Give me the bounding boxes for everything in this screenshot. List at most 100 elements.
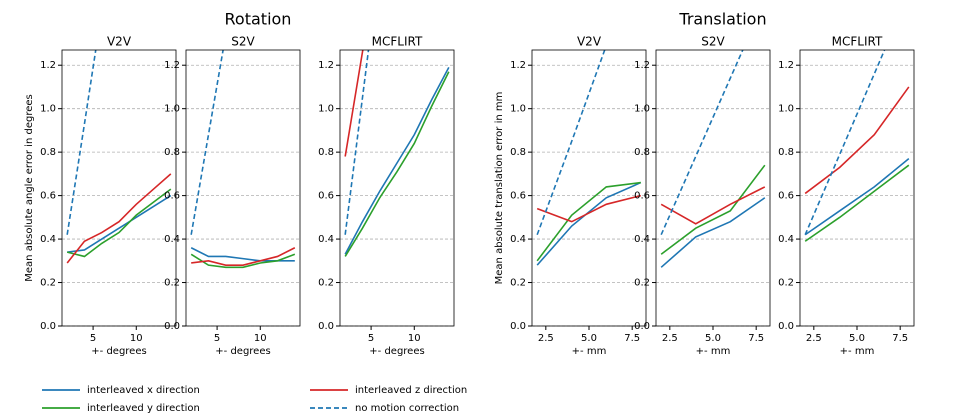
series-line xyxy=(67,194,172,253)
axes-frame xyxy=(655,49,771,327)
y-tick-label: 0.2 xyxy=(164,278,180,289)
plot-area xyxy=(344,50,450,257)
series-line xyxy=(190,253,296,269)
series-line xyxy=(804,50,886,236)
legend-label: interleaved y direction xyxy=(87,403,200,414)
legend-label: interleaved z direction xyxy=(355,385,467,396)
panel-title: V2V xyxy=(577,35,602,49)
x-tick-label: 10 xyxy=(408,333,421,344)
y-tick-label: 1.2 xyxy=(778,60,794,71)
y-tick-label: 1.0 xyxy=(164,104,180,115)
x-axis-label: +- mm xyxy=(572,346,607,357)
y-tick-label: 0.8 xyxy=(40,147,56,158)
series-line xyxy=(536,181,641,262)
plot-area xyxy=(66,50,172,264)
series-line xyxy=(804,164,910,242)
series-line xyxy=(344,67,450,255)
y-tick-label: 0.2 xyxy=(510,278,526,289)
x-tick-label: 2.5 xyxy=(806,333,822,344)
y-tick-label: 1.0 xyxy=(778,104,794,115)
y-tick-label: 1.0 xyxy=(510,104,526,115)
series-line xyxy=(536,50,606,236)
y-tick-label: 0.6 xyxy=(164,191,180,202)
y-tick-label: 0.8 xyxy=(510,147,526,158)
plot-area xyxy=(660,50,766,268)
y-tick-label: 0.0 xyxy=(318,321,334,332)
panel-title: MCFLIRT xyxy=(372,35,423,49)
y-tick-label: 0.0 xyxy=(510,321,526,332)
x-axis-label: +- mm xyxy=(840,346,875,357)
plot-area xyxy=(536,50,642,266)
series-line xyxy=(804,158,910,236)
panel-title: V2V xyxy=(107,35,132,49)
panel-title: S2V xyxy=(701,35,725,49)
y-tick-label: 1.2 xyxy=(40,60,56,71)
x-tick-label: 5.0 xyxy=(705,333,721,344)
y-tick-label: 0.0 xyxy=(164,321,180,332)
y-tick-label: 0.6 xyxy=(778,191,794,202)
x-tick-label: 7.5 xyxy=(624,333,640,344)
y-tick-label: 0.6 xyxy=(40,191,56,202)
x-tick-label: 10 xyxy=(254,333,267,344)
series-line xyxy=(660,164,766,255)
legend-label: interleaved x direction xyxy=(87,385,200,396)
y-tick-label: 0.2 xyxy=(634,278,650,289)
y-tick-label: 1.2 xyxy=(634,60,650,71)
y-tick-label: 0.0 xyxy=(40,321,56,332)
plot-area xyxy=(190,50,296,269)
axes-frame xyxy=(61,49,177,327)
series-line xyxy=(804,86,910,195)
series-line xyxy=(660,197,766,268)
series-line xyxy=(344,71,450,257)
x-tick-label: 2.5 xyxy=(662,333,678,344)
y-tick-label: 1.0 xyxy=(634,104,650,115)
panel-title: S2V xyxy=(231,35,255,49)
y-tick-label: 0.6 xyxy=(634,191,650,202)
axes-frame xyxy=(185,49,301,327)
figure-title: Rotation xyxy=(225,10,292,29)
y-axis-label: Mean absolute translation error in mm xyxy=(494,92,505,285)
series-line xyxy=(344,50,364,157)
y-tick-label: 0.8 xyxy=(634,147,650,158)
y-tick-label: 0.8 xyxy=(778,147,794,158)
figure-title: Translation xyxy=(678,10,766,29)
y-tick-label: 0.2 xyxy=(318,278,334,289)
series-line xyxy=(66,50,97,235)
x-tick-label: 2.5 xyxy=(538,333,554,344)
x-tick-label: 5.0 xyxy=(849,333,865,344)
series-line xyxy=(660,186,766,225)
x-tick-label: 5 xyxy=(368,333,374,344)
plot-area xyxy=(804,50,910,242)
axes-frame xyxy=(339,49,455,327)
x-tick-label: 7.5 xyxy=(748,333,764,344)
x-axis-label: +- mm xyxy=(696,346,731,357)
axes-frame xyxy=(799,49,915,327)
x-axis-label: +- degrees xyxy=(91,346,146,357)
y-tick-label: 0.6 xyxy=(318,191,334,202)
y-tick-label: 0.4 xyxy=(634,234,650,245)
series-line xyxy=(191,247,296,266)
series-line xyxy=(536,181,642,266)
y-tick-label: 0.6 xyxy=(510,191,526,202)
y-tick-label: 0.0 xyxy=(634,321,650,332)
x-tick-label: 7.5 xyxy=(892,333,908,344)
y-tick-label: 0.0 xyxy=(778,321,794,332)
y-tick-label: 0.4 xyxy=(510,234,526,245)
y-axis-label: Mean absolute angle error in degrees xyxy=(24,94,35,281)
x-tick-label: 5 xyxy=(214,333,220,344)
series-line xyxy=(660,50,744,236)
legend-label: no motion correction xyxy=(355,403,459,414)
y-tick-label: 0.4 xyxy=(164,234,180,245)
x-axis-label: +- degrees xyxy=(369,346,424,357)
x-axis-label: +- degrees xyxy=(215,346,270,357)
series-line xyxy=(536,194,642,223)
axes-frame xyxy=(531,49,647,327)
x-tick-label: 5 xyxy=(90,333,96,344)
y-tick-label: 1.0 xyxy=(40,104,56,115)
y-tick-label: 0.8 xyxy=(318,147,334,158)
series-line xyxy=(190,247,295,262)
y-tick-label: 0.4 xyxy=(40,234,56,245)
y-tick-label: 0.4 xyxy=(778,234,794,245)
y-tick-label: 1.2 xyxy=(164,60,180,71)
